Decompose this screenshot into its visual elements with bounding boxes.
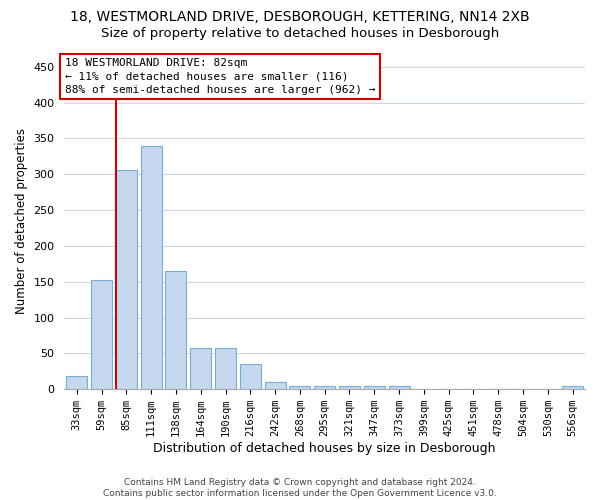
Bar [562,386,583,389]
Bar [389,386,410,389]
Text: Size of property relative to detached houses in Desborough: Size of property relative to detached ho… [101,28,499,40]
X-axis label: Distribution of detached houses by size in Desborough: Distribution of detached houses by size … [154,442,496,455]
Bar [190,348,211,389]
Bar [166,271,187,389]
Text: 18, WESTMORLAND DRIVE, DESBOROUGH, KETTERING, NN14 2XB: 18, WESTMORLAND DRIVE, DESBOROUGH, KETTE… [70,10,530,24]
Bar [66,376,88,389]
Text: 18 WESTMORLAND DRIVE: 82sqm
← 11% of detached houses are smaller (116)
88% of se: 18 WESTMORLAND DRIVE: 82sqm ← 11% of det… [65,58,376,94]
Bar [339,386,360,389]
Text: Contains HM Land Registry data © Crown copyright and database right 2024.
Contai: Contains HM Land Registry data © Crown c… [103,478,497,498]
Bar [364,386,385,389]
Bar [116,170,137,389]
Bar [91,280,112,389]
Bar [140,146,162,389]
Bar [289,386,310,389]
Bar [314,386,335,389]
Bar [215,348,236,389]
Y-axis label: Number of detached properties: Number of detached properties [15,128,28,314]
Bar [265,382,286,389]
Bar [240,364,261,389]
